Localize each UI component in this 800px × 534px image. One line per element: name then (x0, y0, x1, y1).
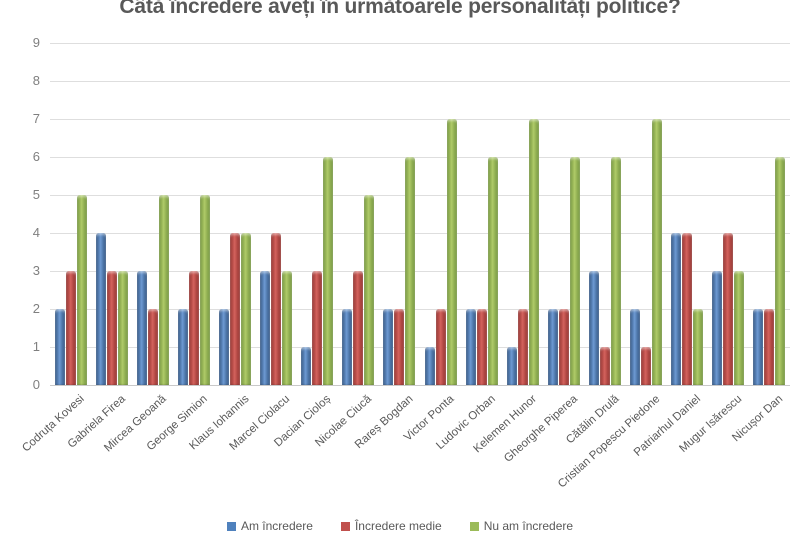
gridline (50, 233, 790, 234)
bar-nu-am-încredere (775, 157, 786, 385)
bar-am-încredere (589, 271, 599, 385)
bar-nu-am-încredere (446, 119, 457, 385)
y-tick-label: 0 (32, 377, 40, 392)
legend-swatch-icon (469, 521, 479, 531)
gridline (50, 43, 790, 44)
y-tick-label: 6 (32, 149, 40, 164)
bar-încredere-medie (271, 233, 282, 385)
bar-am-încredere (506, 347, 517, 385)
bar-nu-am-încredere (528, 119, 539, 385)
bar-am-încredere (753, 309, 764, 385)
bar-am-încredere (219, 309, 229, 385)
bar-am-încredere (465, 309, 476, 385)
bar-încredere-medie (764, 309, 775, 385)
bar-am-încredere (547, 309, 558, 385)
bar-încredere-medie (558, 309, 569, 385)
y-tick-label: 7 (32, 111, 40, 126)
bar-încredere-medie (188, 271, 199, 385)
bar-încredere-medie (394, 309, 405, 385)
bar-încredere-medie (641, 347, 652, 385)
bar-am-încredere (342, 309, 353, 385)
bar-încredere-medie (723, 233, 734, 385)
y-tick-label: 3 (32, 263, 40, 278)
chart-title: Câtă încredere aveți în următoarele pers… (119, 0, 681, 18)
legend: Am încredere Încredere medie Nu am încrede… (0, 519, 800, 533)
legend-label: Am încredere (240, 519, 313, 533)
bar-am-încredere (424, 347, 435, 385)
gridline (50, 309, 790, 310)
bar-încredere-medie (353, 271, 364, 385)
gridline (50, 271, 790, 272)
bar-am-încredere (177, 309, 188, 385)
bar-nu-am-încredere (734, 271, 745, 385)
bar-încredere-medie (65, 271, 76, 385)
bar-am-încredere (630, 309, 641, 385)
legend-item: Încredere medie (340, 519, 442, 533)
bar-am-încredere (54, 309, 65, 385)
bar-nu-am-încredere (241, 233, 251, 385)
bar-nu-am-încredere (652, 119, 663, 385)
bar-am-încredere (383, 309, 394, 385)
legend-label: Încredere medie (354, 519, 442, 533)
legend-item: Am încredere (226, 519, 313, 533)
bar-încredere-medie (600, 347, 610, 385)
y-tick-label: 5 (32, 187, 40, 202)
bar-încredere-medie (312, 271, 323, 385)
bar-încredere-medie (476, 309, 487, 385)
bar-am-încredere (671, 233, 682, 385)
bar-am-încredere (260, 271, 271, 385)
bar-nu-am-încredere (199, 195, 210, 385)
y-axis: 9 8 7 6 5 4 3 2 1 0 (10, 35, 40, 392)
bar-am-încredere (95, 233, 106, 385)
bar-nu-am-încredere (693, 309, 704, 385)
bar-am-încredere (301, 347, 312, 385)
bar-nu-am-încredere (76, 195, 87, 385)
bar-nu-am-încredere (569, 157, 580, 385)
gridline (50, 195, 790, 196)
legend-swatch-icon (226, 521, 236, 531)
plot-area (50, 43, 790, 386)
bar-încredere-medie (682, 233, 693, 385)
gridline (50, 81, 790, 82)
y-tick-label: 2 (32, 301, 40, 316)
bar-nu-am-încredere (282, 271, 293, 385)
bar-nu-am-încredere (405, 157, 416, 385)
legend-label: Nu am încredere (483, 519, 574, 533)
gridline (50, 119, 790, 120)
y-tick-label: 9 (32, 35, 40, 50)
bar-încredere-medie (517, 309, 528, 385)
bar-am-încredere (136, 271, 147, 385)
bar-încredere-medie (435, 309, 446, 385)
y-tick-label: 1 (32, 339, 40, 354)
x-category-label: Gheorghe Piperea (502, 393, 580, 465)
bar-încredere-medie (147, 309, 158, 385)
bar-nu-am-încredere (487, 157, 498, 385)
bar-nu-am-încredere (158, 195, 169, 385)
gridline (50, 157, 790, 158)
gridline (50, 347, 790, 348)
bar-am-încredere (712, 271, 723, 385)
bar-nu-am-încredere (611, 157, 621, 385)
bar-încredere-medie (230, 233, 240, 385)
legend-item: Nu am încredere (469, 519, 574, 533)
y-tick-label: 8 (32, 73, 40, 88)
bar-încredere-medie (106, 271, 117, 385)
bar-nu-am-încredere (323, 157, 334, 385)
legend-swatch-icon (340, 521, 350, 531)
bar-nu-am-încredere (117, 271, 128, 385)
y-tick-label: 4 (32, 225, 40, 240)
bar-nu-am-încredere (364, 195, 375, 385)
